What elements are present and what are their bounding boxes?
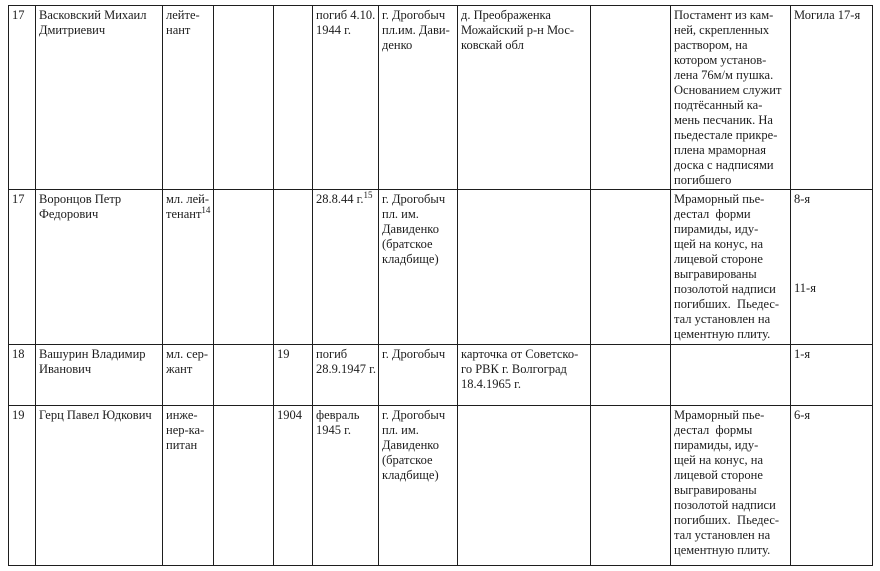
row-number-cell: 19 <box>8 405 36 566</box>
rank-cell: мл. сер- жант <box>162 344 214 406</box>
birth-year-cell: 19 <box>273 344 313 406</box>
grave-number: 6-я <box>794 408 811 422</box>
name-cell: Васковский Михаил Дмитриевич <box>35 5 163 190</box>
row-number: 17 <box>12 192 25 206</box>
monument-description-cell: Мраморный пье- дестал форми пирамиды, ид… <box>670 189 791 345</box>
death-date-cell: погиб 4.10. 1944 г. <box>312 5 379 190</box>
birth-year-cell <box>273 5 313 190</box>
death-date-text: погиб 28.9.1947 г. <box>316 347 376 376</box>
monument-description: Постамент из кам- ней, скрепленных раств… <box>674 8 782 187</box>
grave-number: Могила 17-я <box>794 8 861 22</box>
table-row: 17 Воронцов Петр Федорович мл. лей- тена… <box>8 189 873 345</box>
grave-number-cell: Могила 17-я <box>790 5 873 190</box>
empty-cell <box>590 344 671 406</box>
person-name: Васковский Михаил Дмитриевич <box>39 8 147 37</box>
row-number-cell: 17 <box>8 189 36 345</box>
name-cell: Вашурин Владимир Иванович <box>35 344 163 406</box>
rank-cell: мл. лей- тенант14 <box>162 189 214 345</box>
grave-number-cell: 8-я 11-я <box>790 189 873 345</box>
monument-description: Мраморный пье- дестал формы пирамиды, ид… <box>674 408 780 557</box>
death-date-text: погиб 4.10. 1944 г. <box>316 8 376 37</box>
birth-year: 1904 <box>277 408 302 422</box>
death-date-text: февраль 1945 г. <box>316 408 360 437</box>
table-row: 18 Вашурин Владимир Иванович мл. сер- жа… <box>8 344 873 406</box>
monument-description: Мраморный пье- дестал форми пирамиды, ид… <box>674 192 780 341</box>
source-info: карточка от Советско- го РВК г. Волгогра… <box>461 347 579 391</box>
grave-number-cell: 6-я <box>790 405 873 566</box>
burial-place: г. Дрогобыч пл.им. Дави- денко <box>382 8 450 52</box>
row-number-cell: 18 <box>8 344 36 406</box>
name-cell: Герц Павел Юдкович <box>35 405 163 566</box>
burial-place-cell: г. Дрогобыч пл.им. Дави- денко <box>378 5 458 190</box>
source-info-cell: карточка от Советско- го РВК г. Волгогра… <box>457 344 591 406</box>
empty-cell <box>213 5 274 190</box>
death-date-cell: 28.8.44 г.15 <box>312 189 379 345</box>
burial-place-cell: г. Дрогобыч <box>378 344 458 406</box>
footnote-ref: 14 <box>201 204 211 215</box>
table-row: 17 Васковский Михаил Дмитриевич лейте- н… <box>8 5 873 190</box>
empty-cell <box>213 344 274 406</box>
monument-description-cell <box>670 344 791 406</box>
birth-year-cell <box>273 189 313 345</box>
burial-place: г. Дрогобыч пл. им. Давиденко (братское … <box>382 192 446 266</box>
rank-cell: инже- нер-ка- питан <box>162 405 214 566</box>
death-date-cell: февраль 1945 г. <box>312 405 379 566</box>
rank-text: лейте- нант <box>166 8 200 37</box>
empty-cell <box>590 405 671 566</box>
footnote-ref: 15 <box>363 189 373 200</box>
death-date-text: 28.8.44 г. <box>316 192 364 206</box>
person-name: Воронцов Петр Федорович <box>39 192 122 221</box>
burial-place: г. Дрогобыч <box>382 347 446 361</box>
empty-cell <box>590 5 671 190</box>
monument-description-cell: Мраморный пье- дестал формы пирамиды, ид… <box>670 405 791 566</box>
rank-text: инже- нер-ка- питан <box>166 408 205 452</box>
rank-cell: лейте- нант <box>162 5 214 190</box>
death-date-cell: погиб 28.9.1947 г. <box>312 344 379 406</box>
source-info: д. Преображенка Можайский р-н Мос- ковск… <box>461 8 575 52</box>
burial-place-cell: г. Дрогобыч пл. им. Давиденко (братское … <box>378 405 458 566</box>
row-number-cell: 17 <box>8 5 36 190</box>
row-number: 19 <box>12 408 25 422</box>
row-number: 18 <box>12 347 25 361</box>
row-number: 17 <box>12 8 25 22</box>
source-info-cell <box>457 189 591 345</box>
memorial-register-table: 17 Васковский Михаил Дмитриевич лейте- н… <box>8 5 873 566</box>
birth-year-cell: 1904 <box>273 405 313 566</box>
burial-place: г. Дрогобыч пл. им. Давиденко (братское … <box>382 408 446 482</box>
source-info-cell: д. Преображенка Можайский р-н Мос- ковск… <box>457 5 591 190</box>
name-cell: Воронцов Петр Федорович <box>35 189 163 345</box>
grave-number-secondary: 11-я <box>794 281 816 295</box>
monument-description-cell: Постамент из кам- ней, скрепленных раств… <box>670 5 791 190</box>
person-name: Вашурин Владимир Иванович <box>39 347 146 376</box>
table-row: 19 Герц Павел Юдкович инже- нер-ка- пита… <box>8 405 873 566</box>
grave-number: 8-я <box>794 192 811 206</box>
source-info-cell <box>457 405 591 566</box>
grave-number-cell: 1-я <box>790 344 873 406</box>
grave-number: 1-я <box>794 347 811 361</box>
empty-cell <box>590 189 671 345</box>
empty-cell <box>213 189 274 345</box>
rank-text: мл. сер- жант <box>166 347 209 376</box>
rank-text: мл. лей- тенант <box>166 192 210 221</box>
birth-year: 19 <box>277 347 290 361</box>
empty-cell <box>213 405 274 566</box>
person-name: Герц Павел Юдкович <box>39 408 152 422</box>
burial-place-cell: г. Дрогобыч пл. им. Давиденко (братское … <box>378 189 458 345</box>
